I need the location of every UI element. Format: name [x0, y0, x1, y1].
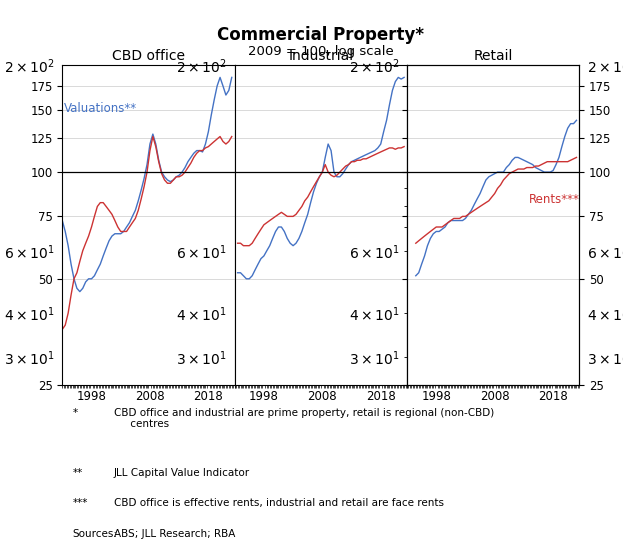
Y-axis label: index: index [0, 209, 1, 241]
Text: 2009 = 100, log scale: 2009 = 100, log scale [248, 45, 394, 58]
Title: Retail: Retail [473, 49, 513, 63]
Text: Rents***: Rents*** [528, 192, 579, 205]
Text: JLL Capital Value Indicator: JLL Capital Value Indicator [114, 468, 250, 479]
Text: Sources:: Sources: [73, 529, 118, 538]
Text: CBD office and industrial are prime property, retail is regional (non-CBD)
     : CBD office and industrial are prime prop… [114, 408, 494, 429]
Title: CBD office: CBD office [112, 49, 185, 63]
Text: ABS; JLL Research; RBA: ABS; JLL Research; RBA [114, 529, 235, 538]
Text: *: * [73, 408, 78, 418]
Text: Valuations**: Valuations** [64, 102, 137, 115]
Text: **: ** [73, 468, 83, 479]
Title: Industrial: Industrial [288, 49, 353, 63]
Text: Commercial Property*: Commercial Property* [217, 26, 424, 45]
Text: CBD office is effective rents, industrial and retail are face rents: CBD office is effective rents, industria… [114, 499, 444, 508]
Text: ***: *** [73, 499, 88, 508]
